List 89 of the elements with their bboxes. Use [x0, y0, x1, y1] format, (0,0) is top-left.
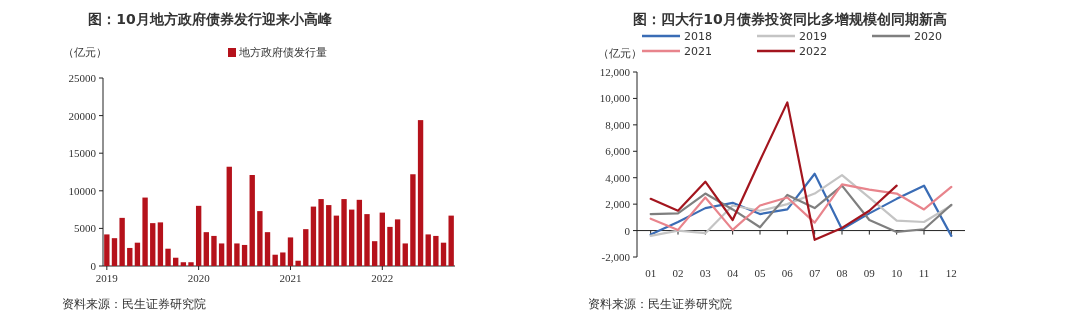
bar	[188, 262, 194, 266]
y-tick-label: 20000	[68, 109, 97, 122]
x-tick-label: 12	[945, 267, 957, 279]
y-tick-label: 2,000	[605, 198, 631, 211]
bar	[402, 243, 408, 266]
x-tick-label: 03	[699, 267, 712, 279]
bar	[203, 232, 209, 266]
bar	[333, 215, 340, 266]
bar	[379, 212, 385, 266]
y-tick-label: 5000	[74, 222, 97, 235]
x-tick-label: 04	[727, 267, 739, 279]
y-tick-label: 12,000	[599, 66, 631, 78]
y-tick-label: 0	[624, 224, 631, 237]
y-tick-label: 10000	[68, 184, 97, 197]
legend-label: 2019	[799, 30, 827, 43]
bar	[394, 219, 401, 266]
text: 资料来源：民生证券研究院	[588, 297, 732, 311]
bar	[433, 235, 439, 266]
bar	[326, 205, 332, 266]
y-tick-label: 0	[90, 260, 97, 272]
bar	[111, 238, 118, 266]
bar	[349, 209, 355, 266]
bar	[157, 222, 164, 266]
x-tick-label: 02	[672, 267, 684, 279]
bar	[257, 211, 263, 266]
x-tick-label: 11	[918, 267, 930, 279]
bar	[387, 226, 393, 266]
x-tick-label: 09	[863, 267, 876, 279]
bar	[211, 235, 217, 266]
y-tick-label: 8,000	[605, 118, 631, 131]
chart-title: 图：四大行10月债券投资同比多增规模创同期新高	[633, 11, 947, 27]
x-tick-label: 07	[809, 267, 821, 279]
bar	[150, 223, 156, 266]
bar	[410, 174, 416, 266]
x-tick-label: 01	[645, 267, 657, 279]
bar	[318, 199, 324, 266]
x-tick-label: 2022	[371, 272, 394, 284]
bar	[142, 197, 148, 266]
bar	[280, 252, 286, 266]
bar	[218, 243, 225, 266]
text: 资料来源：民生证券研究院	[62, 297, 206, 311]
bar	[226, 166, 232, 266]
y-tick-label: 15000	[68, 147, 97, 160]
x-tick-label: 2021	[279, 272, 302, 284]
legend-label: 2020	[914, 30, 942, 43]
bar	[127, 247, 133, 266]
y-axis-title: （亿元）	[598, 47, 642, 60]
bar	[425, 234, 431, 266]
x-tick-label: 2019	[95, 272, 119, 284]
y-tick-label: -2,000	[601, 251, 631, 263]
y-tick-label: 4,000	[605, 171, 631, 184]
x-tick-label: 10	[891, 267, 903, 279]
y-tick-label: 25000	[68, 72, 97, 84]
x-tick-label: 06	[781, 267, 794, 279]
bar	[364, 214, 370, 266]
y-tick-label: 6,000	[605, 145, 631, 158]
bar	[180, 262, 187, 266]
bar	[241, 244, 248, 266]
bar	[104, 234, 110, 266]
x-tick-label: 2020	[187, 272, 211, 284]
bar	[165, 248, 171, 266]
bar	[440, 242, 447, 266]
bar	[264, 232, 271, 266]
bar	[134, 242, 141, 266]
bar	[303, 229, 309, 266]
legend-label: 2018	[684, 30, 712, 43]
bar	[249, 175, 255, 266]
bar	[448, 215, 454, 266]
bar	[287, 237, 294, 266]
legend-label: 地方政府债发行量	[238, 46, 327, 59]
bar	[173, 257, 179, 266]
bar	[272, 254, 278, 266]
chart-title: 图：10月地方政府债券发行迎来小高峰	[88, 11, 333, 27]
bar	[119, 217, 125, 266]
bar	[341, 199, 347, 266]
bar	[356, 199, 363, 266]
x-tick-label: 08	[836, 267, 848, 279]
legend-label: 2022	[799, 45, 827, 58]
legend-label: 2021	[684, 45, 712, 58]
y-tick-label: 10,000	[599, 92, 631, 105]
bar	[234, 243, 240, 266]
bar	[417, 120, 424, 266]
bar	[310, 206, 317, 266]
bar	[195, 205, 202, 266]
bar	[295, 260, 301, 266]
y-axis-title: （亿元）	[63, 46, 107, 59]
line-series	[649, 101, 898, 241]
x-tick-label: 05	[754, 267, 766, 279]
bar	[371, 241, 378, 266]
